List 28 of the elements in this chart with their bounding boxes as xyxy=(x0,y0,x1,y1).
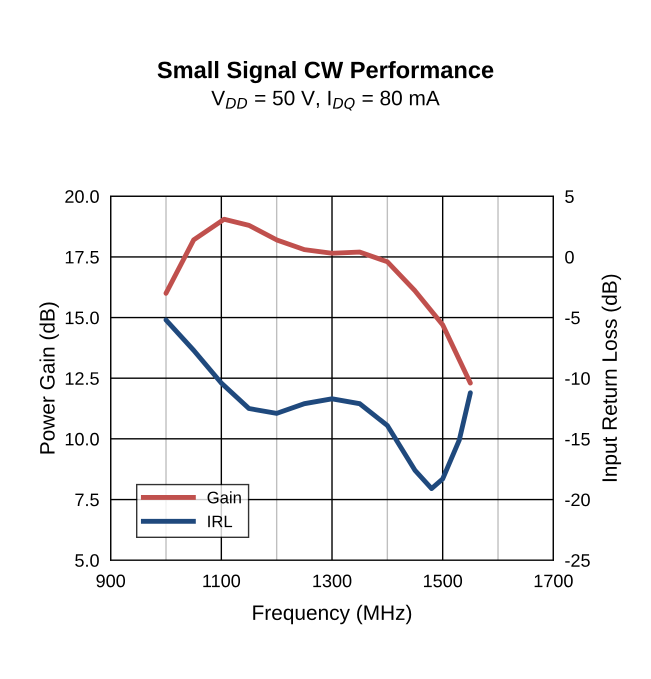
chart-title: Small Signal CW Performance xyxy=(158,60,494,84)
line-series xyxy=(164,318,473,492)
y2-tick-label: -15 xyxy=(565,432,590,446)
y-tick-label: 7.5 xyxy=(75,494,99,506)
y2-axis-title: Input Return Loss (dB) xyxy=(602,274,622,482)
y-tick-label: 20.0 xyxy=(65,190,99,203)
x-tick-label: 1700 xyxy=(534,574,573,588)
legend-label: Gain xyxy=(208,491,241,504)
y-tick-label: 17.5 xyxy=(66,251,99,264)
y-axis-title: Power Gain (dB) xyxy=(39,302,59,454)
x-tick-label: 1300 xyxy=(313,574,352,588)
y-tick-label: 12.5 xyxy=(66,372,99,385)
y2-tick-label: -25 xyxy=(565,554,590,567)
chart-subtitle: V$_{DD}$ = 50 V, I$_{DQ}$ = 80 mA xyxy=(211,90,440,111)
line-series xyxy=(164,216,473,386)
y-tick-label: 15.0 xyxy=(66,311,99,324)
y2-tick-label: -20 xyxy=(565,493,590,506)
x-axis-title: Frequency (MHz) xyxy=(253,604,412,624)
y2-tick-label: -5 xyxy=(565,312,580,324)
y2-tick-label: 0 xyxy=(565,250,574,264)
y2-tick-label: 5 xyxy=(565,190,574,203)
legend-label: IRL xyxy=(208,516,232,528)
x-tick-label: 1500 xyxy=(424,574,462,588)
y-tick-label: 10.0 xyxy=(66,432,99,446)
x-tick-label: 1100 xyxy=(203,574,240,588)
x-tick-label: 900 xyxy=(96,574,126,588)
y-tick-label: 5.0 xyxy=(75,554,99,567)
y2-tick-label: -10 xyxy=(565,372,590,385)
